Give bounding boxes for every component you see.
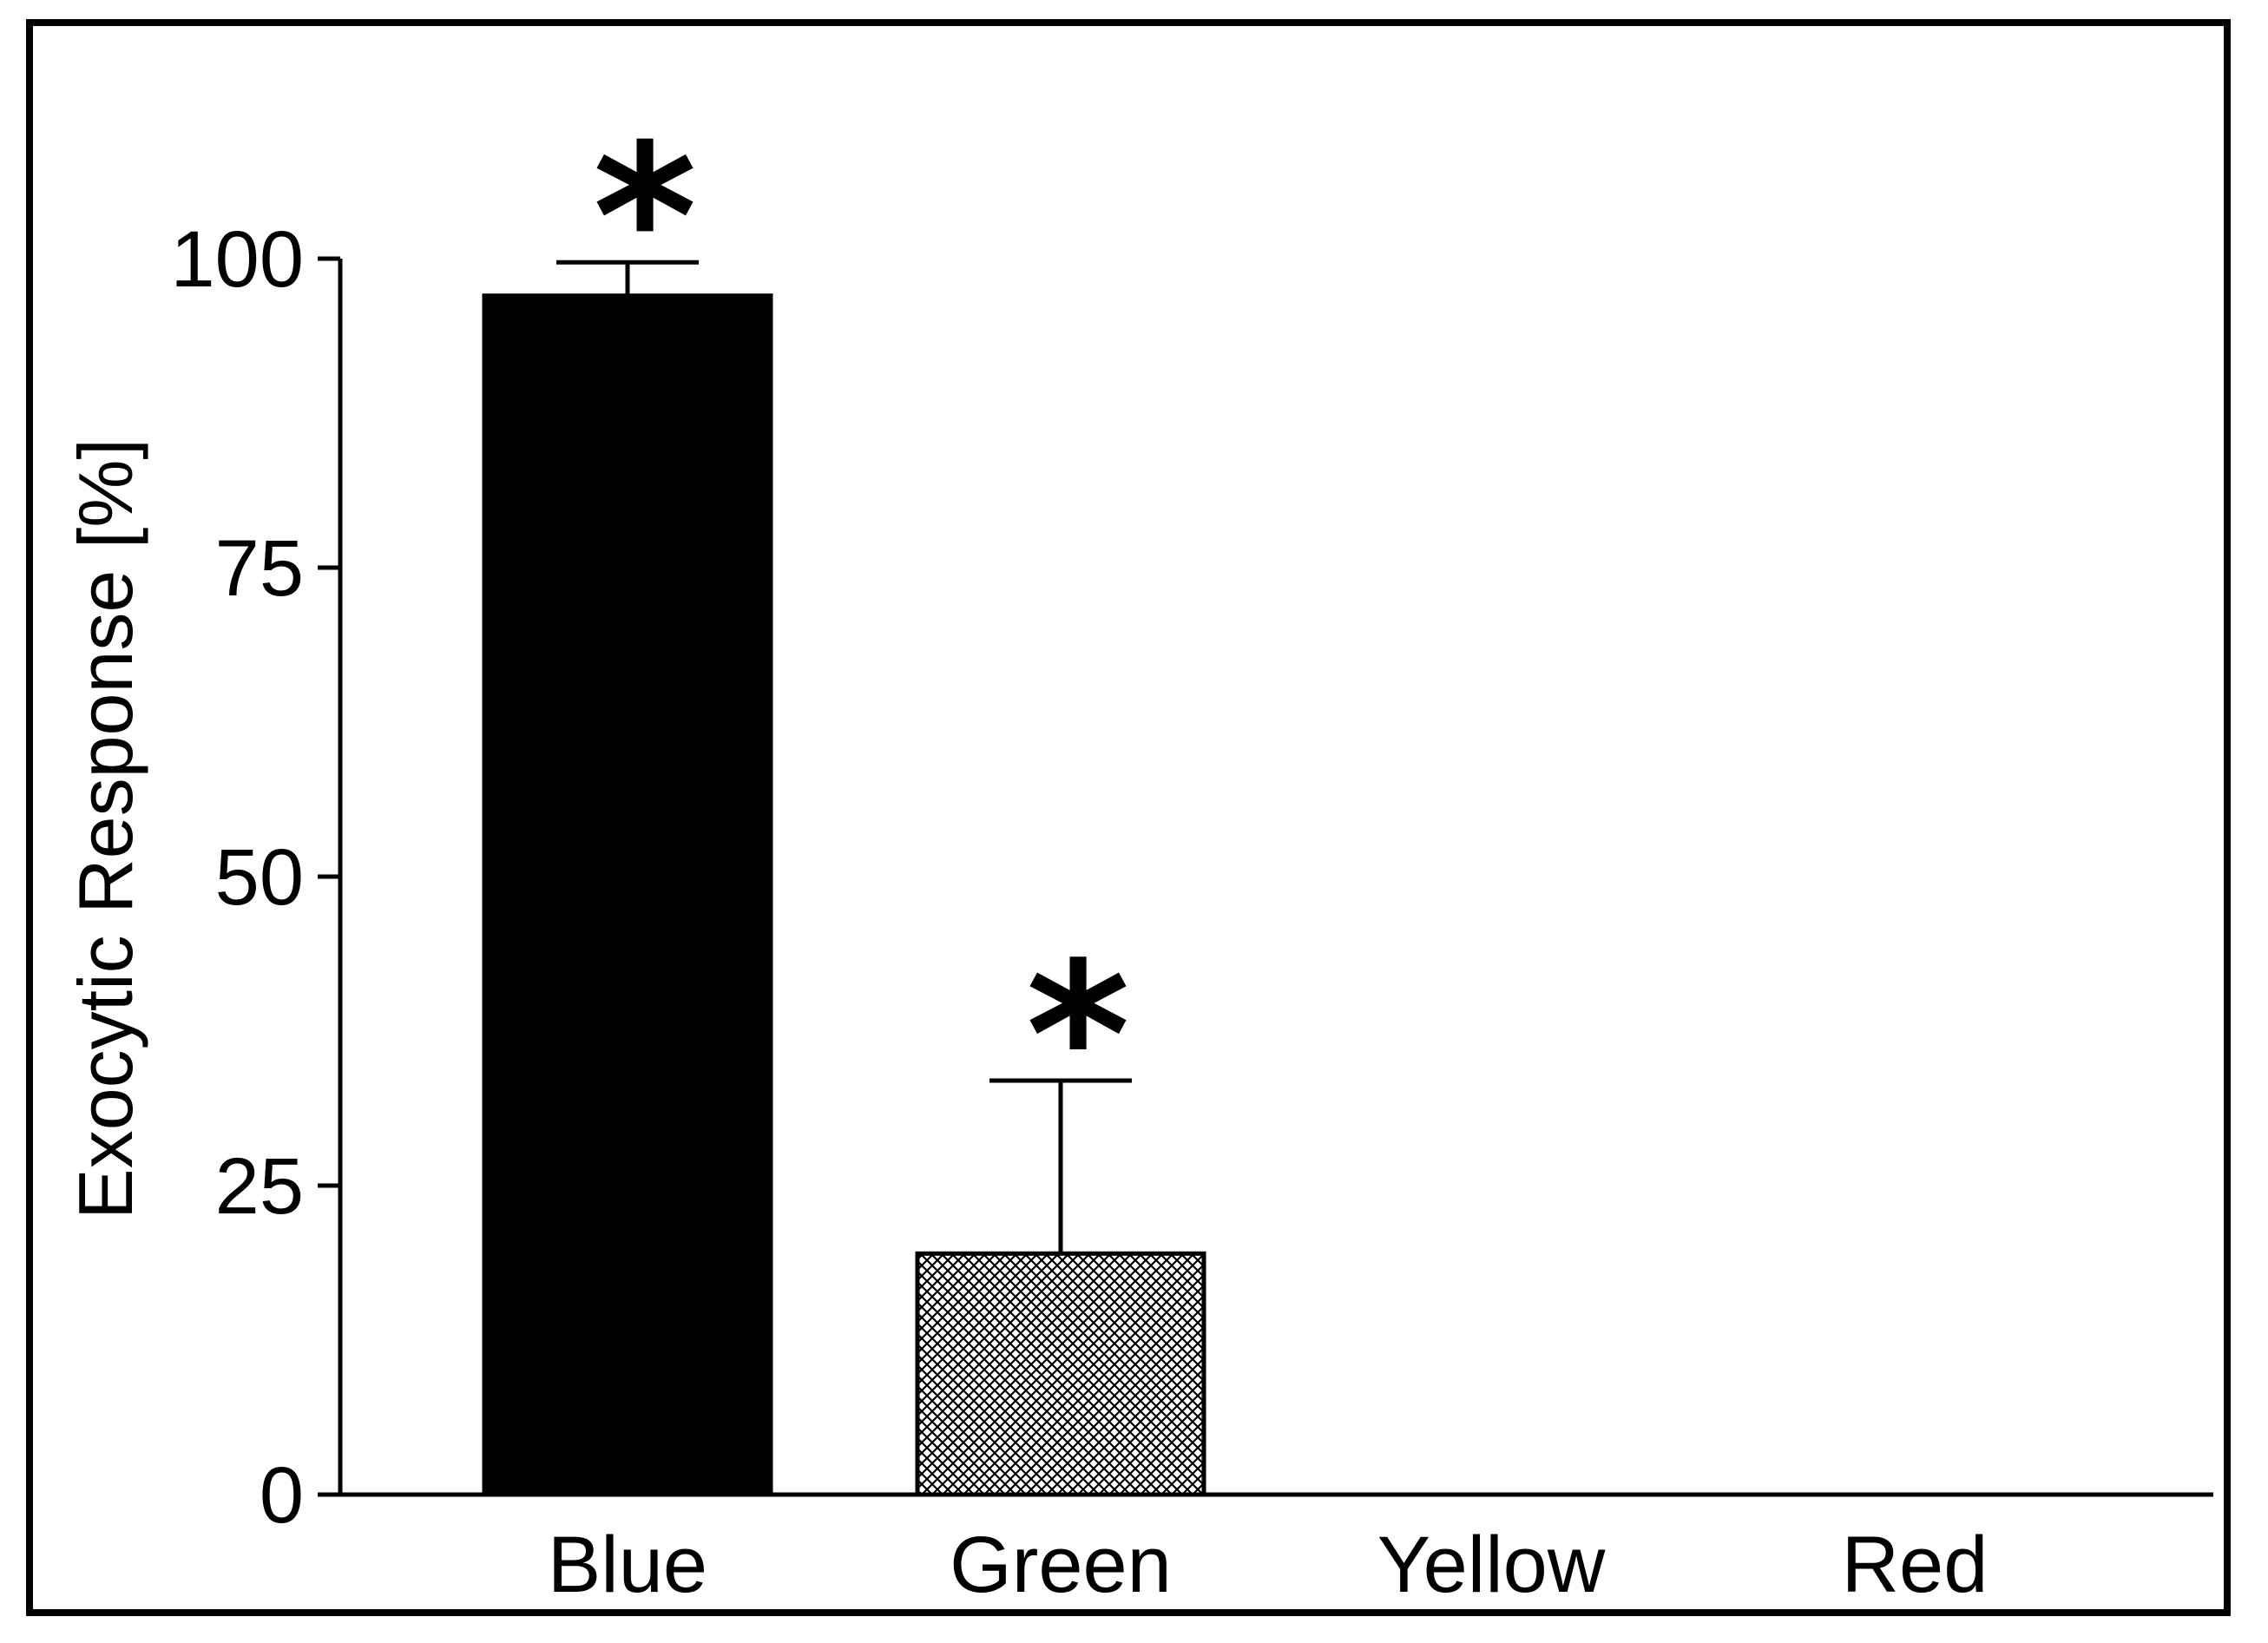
y-axis-label: Exocytic Response [%] bbox=[62, 438, 148, 1219]
y-tick-label: 50 bbox=[215, 833, 304, 922]
y-tick-label: 100 bbox=[171, 215, 305, 304]
significance-star-blue: * bbox=[593, 102, 697, 334]
x-category-label-yellow: Yellow bbox=[1377, 1521, 1606, 1609]
x-category-label-red: Red bbox=[1842, 1521, 1989, 1609]
y-tick-label: 75 bbox=[215, 524, 304, 613]
significance-star-green: * bbox=[1026, 921, 1130, 1153]
bar-blue bbox=[482, 293, 773, 1497]
y-tick-label: 0 bbox=[260, 1451, 304, 1540]
y-tick-label: 25 bbox=[215, 1142, 304, 1231]
x-category-label-green: Green bbox=[950, 1521, 1172, 1609]
bar-green bbox=[915, 1251, 1206, 1497]
x-category-label-blue: Blue bbox=[548, 1521, 707, 1609]
